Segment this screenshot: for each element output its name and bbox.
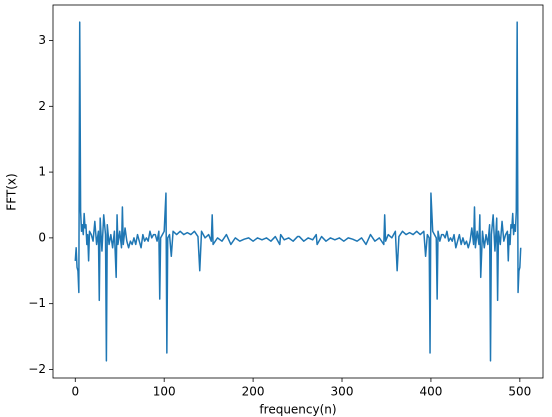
- x-axis-label: frequency(n): [259, 403, 336, 417]
- y-axis-label: FFT(x): [5, 173, 19, 210]
- x-tick-label: 500: [508, 385, 531, 399]
- y-tick-label: 2: [38, 99, 46, 113]
- y-tick-label: 0: [38, 230, 46, 244]
- plot-frame: [52, 4, 544, 379]
- y-tick-label: 1: [38, 165, 46, 179]
- x-tick-label: 400: [419, 385, 442, 399]
- line: [74, 21, 522, 362]
- x-tick-label: 0: [71, 385, 79, 399]
- y-tick-label: 3: [38, 33, 46, 47]
- y-tick-label: −1: [28, 296, 46, 310]
- x-tick-label: 100: [153, 385, 176, 399]
- x-tick-label: 300: [331, 385, 354, 399]
- x-tick-label: 200: [242, 385, 265, 399]
- y-tick-label: −2: [28, 362, 46, 376]
